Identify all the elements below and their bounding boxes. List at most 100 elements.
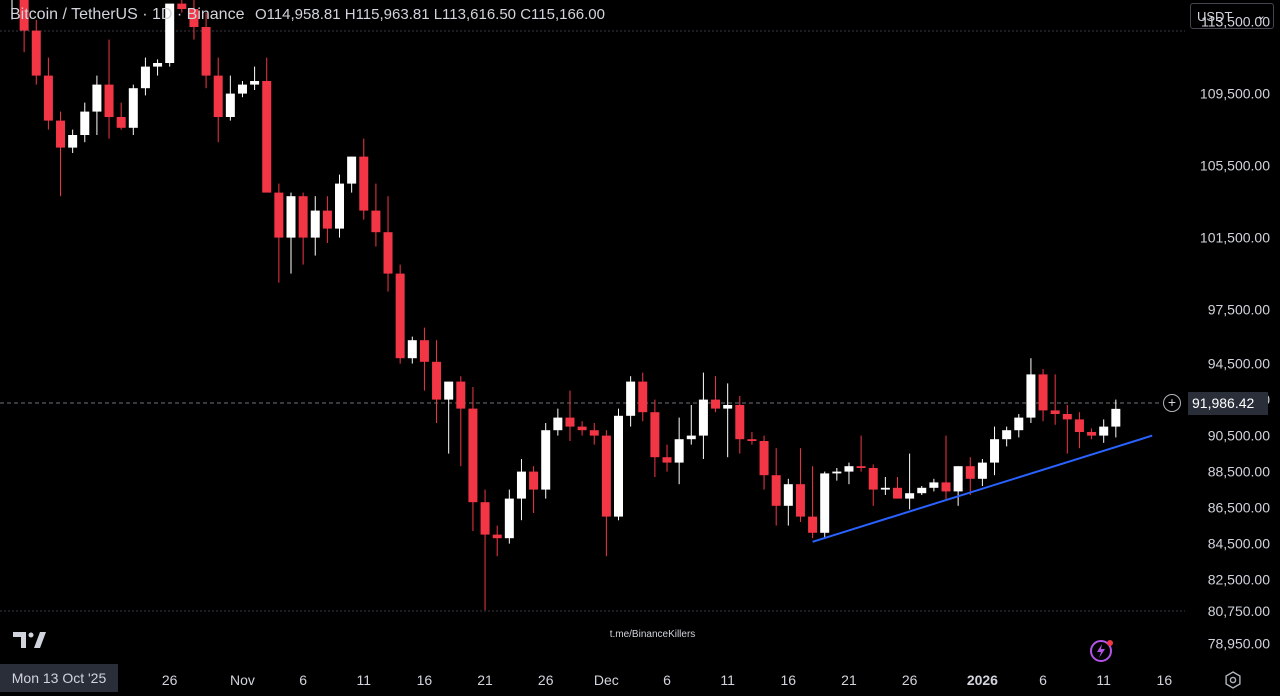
candle [941, 435, 951, 501]
candle [492, 525, 502, 557]
candle [274, 183, 284, 283]
y-tick-label: 109,500.00 [1200, 86, 1270, 102]
candle-body [917, 487, 927, 494]
candle [516, 459, 526, 521]
time-axis[interactable]: 26 Nov 6 11 16 21 26 Dec 6 11 16 21 26 2026 6 11 16 [162, 672, 1172, 688]
candle-body [553, 417, 563, 431]
gear-icon[interactable] [1224, 671, 1242, 689]
x-tick-label: 26 [538, 672, 554, 688]
candle [395, 264, 405, 364]
x-tick-label: 2026 [967, 672, 998, 688]
candle [553, 408, 563, 436]
candle [735, 396, 745, 454]
x-tick-label: 21 [841, 672, 857, 688]
low-value: L113,616.50 [433, 6, 517, 23]
candle [990, 426, 1000, 476]
candle-body [905, 493, 915, 499]
candle-body [771, 475, 781, 506]
candle-body [92, 84, 102, 112]
candle [80, 102, 90, 143]
candle [844, 462, 854, 485]
candle-body [808, 516, 818, 533]
candle [371, 183, 381, 247]
candle-body [310, 210, 320, 238]
candle-body [650, 412, 660, 458]
candle [771, 448, 781, 526]
candle-body [492, 534, 502, 539]
candle-body [19, 0, 29, 31]
crosshair-date-badge: Mon 13 Oct '25 [0, 664, 118, 692]
candle [213, 57, 223, 143]
candle [250, 66, 260, 90]
candle-body [735, 405, 745, 440]
x-tick-label: 16 [781, 672, 797, 688]
y-tick-label: 105,500.00 [1200, 158, 1270, 174]
candle [68, 129, 78, 153]
candle-body [286, 196, 296, 238]
candle-body [990, 439, 1000, 463]
candle-body [614, 415, 623, 517]
candle-body [662, 457, 672, 463]
candle [929, 478, 939, 492]
candle-body [601, 435, 611, 517]
x-tick-label: 6 [299, 672, 307, 688]
candle [11, 0, 13, 20]
candle [468, 387, 478, 531]
candle-body [953, 466, 963, 492]
tradingview-logo-icon[interactable] [12, 630, 48, 650]
candle-body [444, 381, 454, 400]
candle [128, 84, 138, 135]
candle-body [1014, 417, 1024, 431]
watermark-text: t.me/BinanceKillers [609, 629, 696, 640]
candle [347, 156, 357, 193]
candle [432, 340, 442, 423]
candle-body [880, 487, 890, 490]
x-tick-label: 26 [162, 672, 178, 688]
candle [662, 444, 672, 472]
plus-icon[interactable]: + [1163, 394, 1181, 412]
x-tick-label: 21 [477, 672, 493, 688]
candle-body [262, 81, 272, 193]
candle-body [468, 408, 478, 503]
candle [638, 372, 648, 422]
flash-icon[interactable] [1089, 638, 1115, 664]
candle [407, 336, 417, 364]
price-axis[interactable]: 113,500.00 109,500.00 105,500.00 101,500.00… [1200, 14, 1270, 652]
y-tick-label: 80,750.00 [1208, 603, 1270, 619]
candle [1026, 358, 1036, 423]
candle-body [844, 466, 854, 472]
candle [856, 435, 866, 472]
candle-body [116, 117, 126, 128]
candle [480, 489, 490, 611]
y-tick-label: 88,500.00 [1208, 464, 1270, 480]
candle [298, 192, 308, 265]
x-tick-label: 6 [663, 672, 671, 688]
candle [783, 478, 793, 526]
candle-body [1002, 430, 1012, 440]
trendline-group[interactable] [812, 434, 1153, 543]
trendline[interactable] [812, 434, 1153, 543]
x-tick-label: 6 [1039, 672, 1047, 688]
candle-body [856, 466, 866, 468]
candle [140, 57, 150, 96]
candle [820, 471, 830, 539]
candle [880, 477, 890, 495]
candle-body [1087, 432, 1097, 436]
candle-body [795, 484, 805, 517]
candle-body [347, 156, 357, 184]
symbol-title[interactable]: Bitcoin / TetherUS · 1D · Binance [10, 6, 245, 23]
candle-body [165, 3, 175, 64]
candle-body [723, 405, 733, 409]
currency-select[interactable]: USDT ⌄ [1190, 3, 1274, 29]
candle-body [711, 399, 721, 409]
candle-body [1099, 426, 1109, 436]
candle-body [759, 441, 769, 476]
candle-body [237, 84, 247, 94]
candle-body [929, 482, 939, 488]
candle-body [43, 75, 53, 121]
candle [19, 0, 29, 53]
y-tick-label: 84,500.00 [1208, 536, 1270, 552]
x-tick-label: Dec [594, 672, 619, 688]
candle-body [783, 484, 793, 506]
